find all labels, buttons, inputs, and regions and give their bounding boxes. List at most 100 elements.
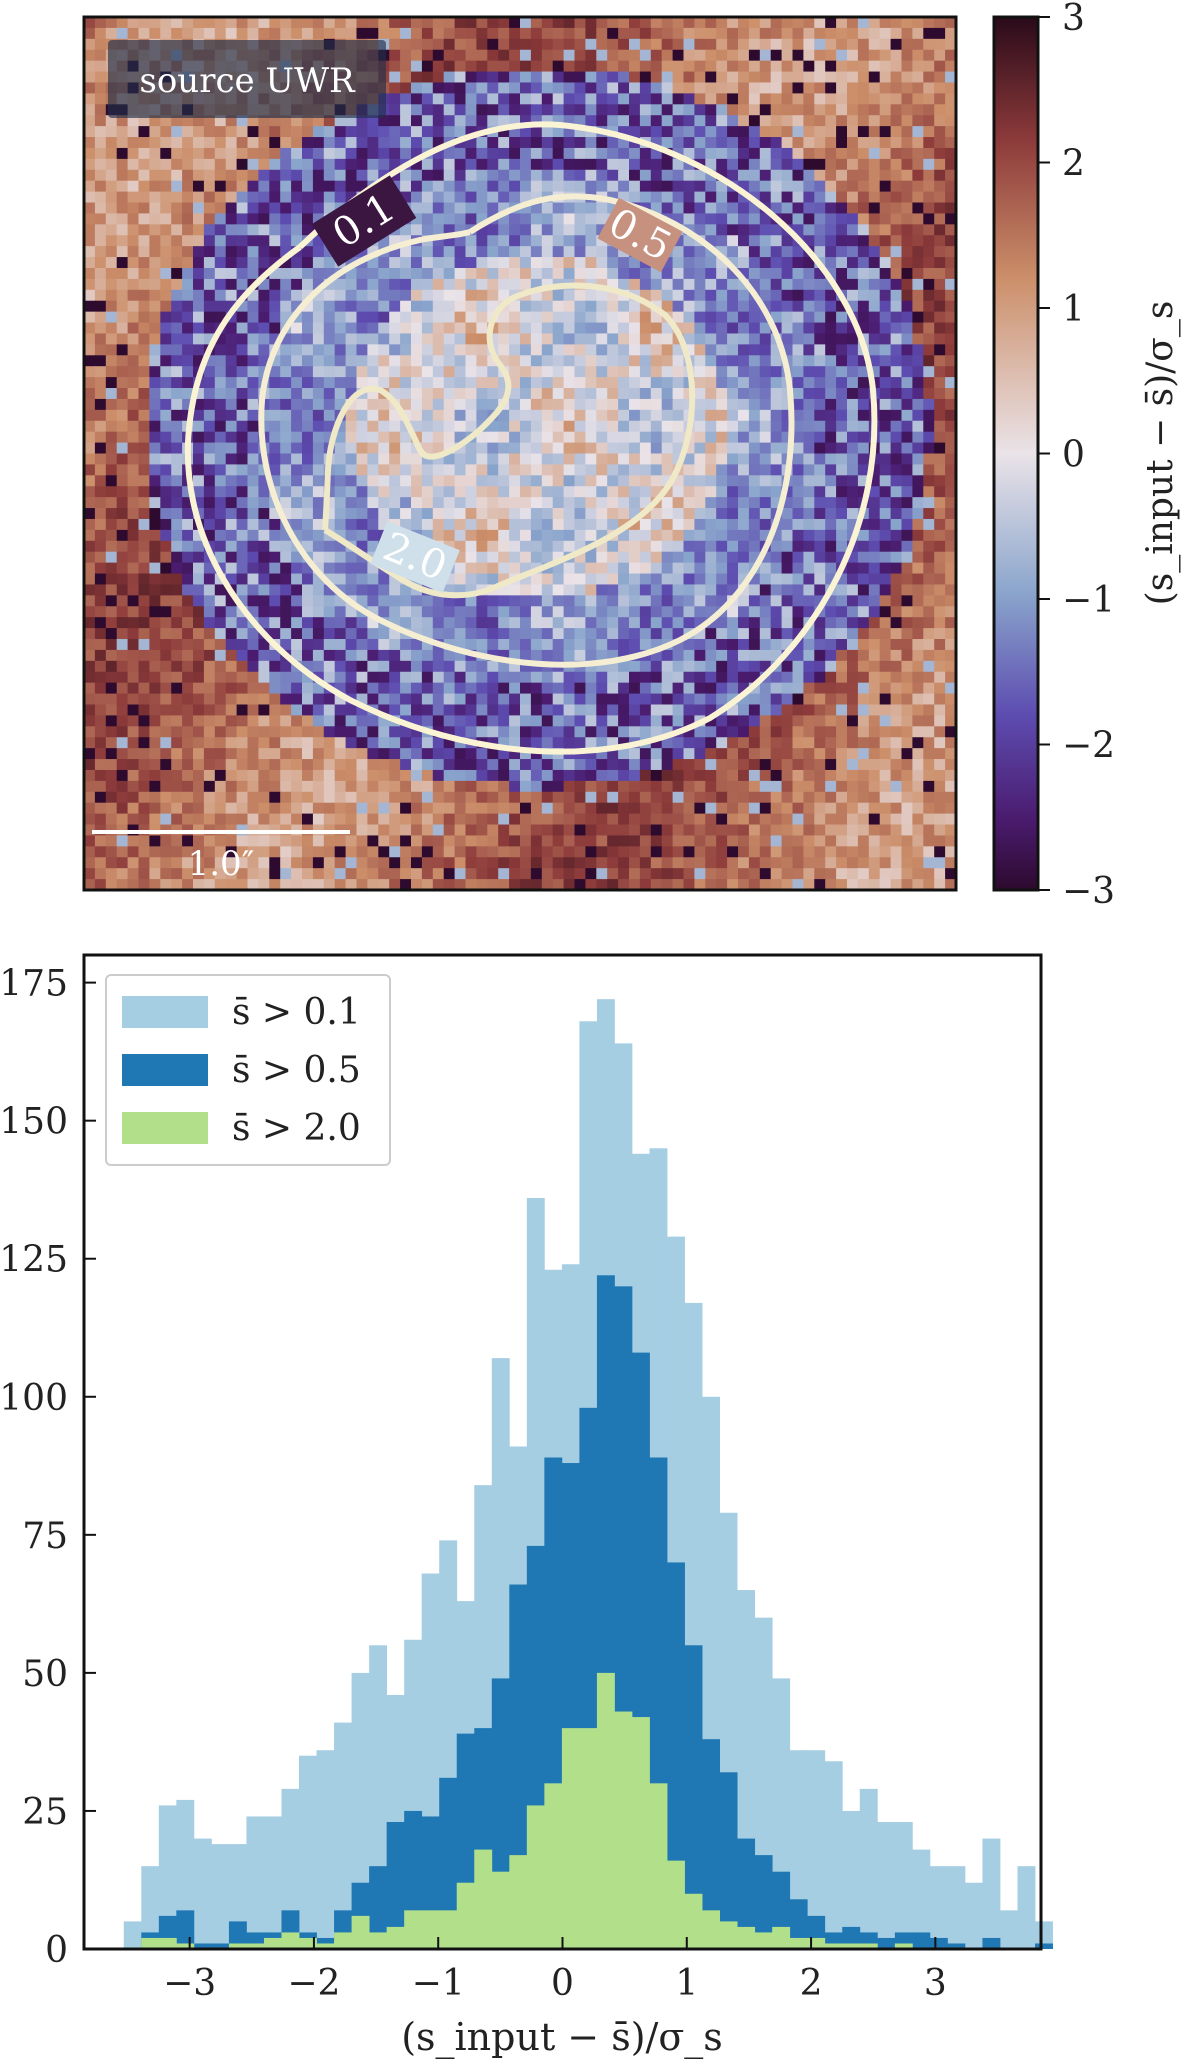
histogram-bar-series-0: [982, 1838, 1001, 1949]
histogram-bar-series-0: [263, 1816, 282, 1949]
histogram-bar-series-1: [737, 1838, 756, 1949]
histogram-bar-series-2: [299, 1937, 317, 1949]
histogram-bar-series-2: [439, 1910, 458, 1949]
y-tick-label: 150: [0, 1102, 68, 1143]
histogram-bar-series-0: [1017, 1866, 1036, 1949]
histogram-bar-series-0: [912, 1849, 931, 1949]
contour-lines: 0.1 0.5 2.0: [184, 121, 878, 755]
legend-label-1: s̄ > 0.5: [232, 1050, 361, 1091]
histogram-bar-series-0: [894, 1821, 913, 1949]
histogram-bar-series-1: [667, 1562, 685, 1949]
colorbar-tick-label: −1: [1062, 580, 1115, 621]
y-tick-label: 0: [45, 1930, 68, 1971]
histogram-bar-series-0: [334, 1722, 352, 1949]
histogram-bar-series-0: [299, 1755, 317, 1949]
histogram-bar-series-2: [246, 1943, 265, 1949]
histogram-bar-series-2: [158, 1937, 177, 1949]
y-tick-label: 125: [0, 1240, 68, 1281]
histogram-bar-series-2: [614, 1711, 633, 1949]
histogram-bar-series-0: [246, 1816, 265, 1949]
histogram-bar-series-1: [842, 1926, 861, 1949]
histogram-bar-series-2: [141, 1937, 160, 1949]
contour-level-0.1: [184, 121, 878, 755]
histogram-bar-series-2: [509, 1855, 528, 1949]
histogram-bar-series-1: [1035, 1943, 1053, 1949]
histogram-bar-series-2: [456, 1882, 475, 1949]
y-tick-label: 50: [22, 1654, 68, 1695]
histogram-bar-series-1: [982, 1937, 1001, 1949]
histogram-bars: [123, 999, 1053, 1949]
x-axis-label: (s_input − s̄)/σ_s: [401, 2015, 723, 2060]
panel-label-box: [108, 40, 386, 118]
histogram-bar-series-2: [561, 1728, 580, 1949]
histogram-bar-series-1: [439, 1777, 458, 1949]
colorbar: 3 2 1 0 −1 −2 −3 (s_input − s̄)/σ_s: [992, 0, 1181, 912]
x-tick-label: −3: [163, 1963, 216, 2004]
histogram-panel: −3 −2 −1 0 1 2 3 0 25 50 75 100 125 150 175 s̄ > 0.1 s…: [0, 953, 1053, 2060]
colorbar-tick-label: −3: [1062, 871, 1115, 912]
histogram-bar-series-2: [404, 1910, 423, 1949]
histogram-bar-series-2: [351, 1915, 370, 1949]
histogram-bar-series-1: [211, 1943, 230, 1949]
legend-label-0: s̄ > 0.1: [232, 992, 361, 1033]
histogram-bar-series-0: [947, 1866, 966, 1949]
histogram-bar-series-2: [386, 1926, 405, 1949]
colorbar-tick-label: 3: [1062, 0, 1085, 39]
residual-map-image: [84, 17, 956, 890]
colorbar-label: (s_input − s̄)/σ_s: [1140, 301, 1181, 606]
histogram-bar-series-0: [999, 1910, 1018, 1949]
scale-bar-label: 1.0″: [188, 844, 255, 884]
histogram-frame: [82, 953, 1043, 1951]
y-tick-label: 25: [22, 1792, 68, 1833]
histogram-bar-series-1: [912, 1932, 931, 1949]
histogram-bar-series-0: [123, 1921, 142, 1949]
colorbar-tick-label: −2: [1062, 726, 1115, 767]
histogram-axes: −3 −2 −1 0 1 2 3 0 25 50 75 100 125 150 175: [0, 964, 947, 2004]
colorbar-ticks: 3 2 1 0 −1 −2 −3: [1038, 0, 1115, 912]
histogram-bar-series-1: [754, 1855, 773, 1949]
histogram-bar-series-2: [579, 1728, 598, 1949]
histogram-bar-series-2: [807, 1937, 826, 1949]
histogram-bar-series-1: [369, 1866, 388, 1949]
histogram-bar-series-0: [877, 1821, 896, 1949]
histogram-bar-series-0: [158, 1805, 177, 1949]
colorbar-tick-label: 1: [1062, 289, 1085, 330]
histogram-bar-series-1: [719, 1772, 738, 1949]
histogram-bar-series-2: [228, 1943, 247, 1949]
histogram-bar-series-1: [228, 1921, 247, 1949]
histogram-bar-series-1: [789, 1899, 808, 1949]
histogram-bar-series-0: [824, 1761, 843, 1949]
histogram-bar-series-2: [737, 1926, 756, 1949]
contour-level-0.5: [258, 193, 795, 668]
x-tick-label: −1: [412, 1963, 465, 2004]
histogram-bar-series-0: [929, 1866, 948, 1949]
histogram-bar-series-2: [859, 1943, 878, 1949]
colorbar-tick-label: 2: [1062, 144, 1085, 185]
histogram-legend: s̄ > 0.1 s̄ > 0.5 s̄ > 2.0: [105, 974, 391, 1166]
legend-swatch-1: [122, 1054, 208, 1086]
histogram-bar-series-2: [772, 1926, 791, 1949]
histogram-bar-series-2: [824, 1943, 843, 1949]
legend-swatch-0: [122, 996, 208, 1028]
histogram-bar-series-0: [842, 1810, 861, 1949]
histogram-bar-series-0: [859, 1788, 878, 1949]
x-tick-label: 1: [675, 1963, 698, 2004]
panel-label: source UWR: [139, 61, 356, 101]
histogram-bar-series-1: [702, 1739, 720, 1949]
histogram-bar-series-1: [386, 1821, 405, 1949]
histogram-bar-series-2: [369, 1932, 388, 1949]
histogram-bar-series-2: [649, 1783, 668, 1949]
contour-level-2.0: [322, 282, 696, 599]
histogram-bar-series-0: [281, 1788, 300, 1949]
y-tick-label: 100: [0, 1378, 68, 1419]
histogram-bar-series-1: [193, 1943, 212, 1949]
x-tick-label: 0: [551, 1963, 574, 2004]
histogram-bar-series-2: [474, 1849, 493, 1949]
histogram-bar-series-2: [526, 1805, 545, 1949]
histogram-bar-series-2: [263, 1937, 282, 1949]
x-tick-label: 3: [924, 1963, 947, 2004]
histogram-bar-series-0: [316, 1750, 335, 1949]
histogram-bar-series-2: [667, 1860, 685, 1949]
legend-swatch-2: [122, 1112, 208, 1144]
